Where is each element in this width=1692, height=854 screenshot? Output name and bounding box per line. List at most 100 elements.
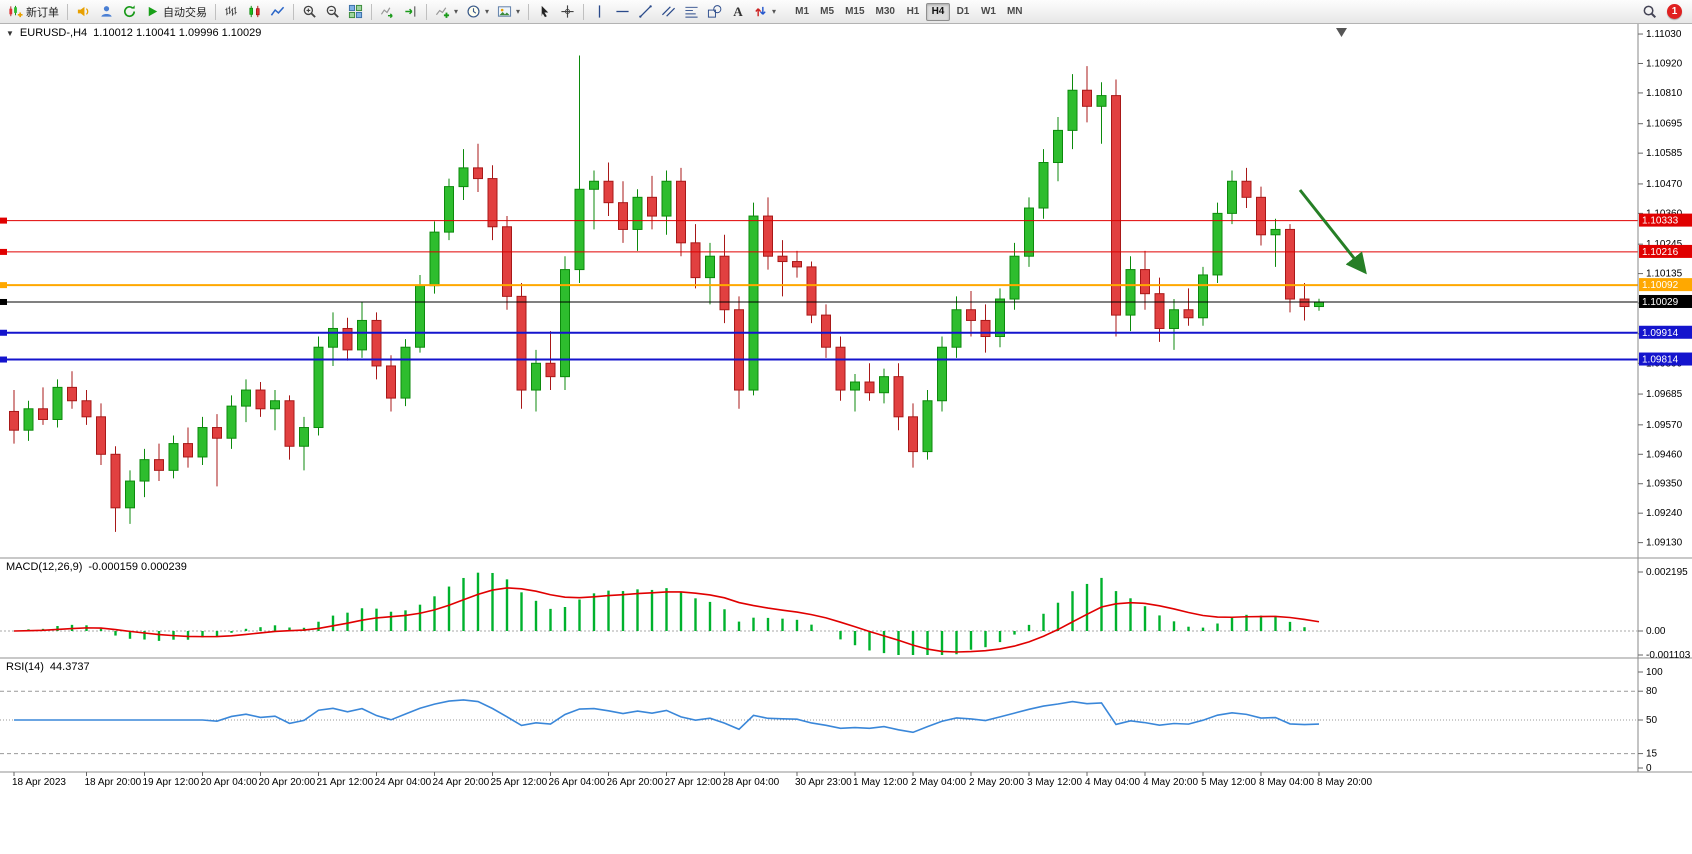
bar-chart-button[interactable] [220,1,243,22]
fibonacci-button[interactable] [680,1,703,22]
text-icon [730,4,745,19]
zoomout-icon [325,4,340,19]
channel-icon [661,4,676,19]
hline-left-marker[interactable] [0,298,7,305]
hline-1.10092[interactable] [0,282,1638,289]
new-order-button[interactable]: 新订单 [4,1,63,22]
price-tag [1639,213,1692,227]
hline-icon [615,4,630,19]
svg-text:1.10092: 1.10092 [1642,280,1679,291]
svg-text:20 Apr 20:00: 20 Apr 20:00 [259,777,316,788]
toolbar-separator [583,3,585,20]
crosshair-button[interactable] [556,1,579,22]
trendline-button[interactable] [634,1,657,22]
periods-button[interactable]: ▾ [462,1,493,22]
shift-icon [403,4,418,19]
svg-text:5 May 12:00: 5 May 12:00 [1201,777,1256,788]
collapse-triangle-icon[interactable]: ▼ [6,28,14,38]
alerts-button[interactable] [72,1,95,22]
profiles-button[interactable] [95,1,118,22]
autotrading-button[interactable]: 自动交易 [141,1,211,22]
notification-badge[interactable]: 1 [1667,4,1682,19]
chart-shift-marker-icon[interactable] [1336,28,1347,37]
rsi-panel: 100 80 50 15 0 [0,667,1663,774]
time-axis[interactable]: 18 Apr 2023 18 Apr 20:00 19 Apr 12:00 20 Ap… [12,772,1372,788]
shapes-icon [707,4,722,19]
line-chart-button[interactable] [266,1,289,22]
toolbar-separator [293,3,294,20]
svg-text:50: 50 [1646,715,1658,726]
templates-button[interactable]: ▾ [493,1,524,22]
timeframe-toolbar: M1 M5 M15 M30 H1 H4 D1 W1 MN [790,2,1028,21]
hline-left-marker[interactable] [0,356,7,363]
svg-text:4 May 04:00: 4 May 04:00 [1085,777,1140,788]
timeframe-m30-button[interactable]: M30 [871,3,900,21]
price-tag [1639,244,1692,258]
hline-1.10029[interactable] [0,298,1638,305]
trendline-icon [638,4,653,19]
svg-text:1.09460: 1.09460 [1646,449,1683,460]
svg-text:1.10695: 1.10695 [1646,119,1683,130]
timeframe-h1-button[interactable]: H1 [901,3,925,21]
vline-icon [592,4,607,19]
chart-canvas[interactable]: 1.11030 1.10920 1.10810 1.10695 1.10585 1.104… [0,24,1692,854]
trend-arrow-annotation[interactable] [1298,189,1367,275]
hline-left-marker[interactable] [0,248,7,255]
timeframe-m5-button[interactable]: M5 [815,3,839,21]
text-label-button[interactable] [726,1,749,22]
arrows-button[interactable]: ▾ [749,1,780,22]
refresh-charts-button[interactable] [118,1,141,22]
candlestick-chart-button[interactable] [243,1,266,22]
toolbar-separator [528,3,530,20]
cursor-button[interactable] [533,1,556,22]
zoomin-icon [302,4,317,19]
zoom-out-button[interactable] [321,1,344,22]
hline-left-marker[interactable] [0,217,7,224]
rsi-label: RSI(14) 44.3737 [6,661,90,673]
svg-text:18 Apr 2023: 18 Apr 2023 [12,777,66,788]
price-tag [1639,278,1692,292]
equidistant-channel-button[interactable] [657,1,680,22]
macd-label: MACD(12,26,9) -0.000159 0.000239 [6,561,187,573]
svg-text:1.09914: 1.09914 [1642,328,1679,339]
hline-left-marker[interactable] [0,329,7,336]
play-icon [145,4,160,19]
svg-text:1.09814: 1.09814 [1642,355,1679,366]
timeframe-mn-button[interactable]: MN [1002,3,1028,21]
hline-1.10333[interactable] [0,217,1638,224]
clock-icon [466,4,481,19]
tile-icon [348,4,363,19]
vertical-line-button[interactable] [588,1,611,22]
hline-1.09814[interactable] [0,356,1638,363]
auto-scroll-button[interactable] [376,1,399,22]
horizontal-line-button[interactable] [611,1,634,22]
hline-1.09914[interactable] [0,329,1638,336]
svg-text:1.10245: 1.10245 [1646,239,1683,250]
svg-text:19 Apr 12:00: 19 Apr 12:00 [143,777,200,788]
timeframe-w1-button[interactable]: W1 [976,3,1001,21]
timeframe-m15-button[interactable]: M15 [840,3,869,21]
cursor-icon [537,4,552,19]
autotrading-button-label: 自动交易 [163,6,207,19]
indicators-button[interactable]: ▾ [431,1,462,22]
svg-text:1.10920: 1.10920 [1646,58,1683,69]
svg-text:1 May 12:00: 1 May 12:00 [853,777,908,788]
timeframe-d1-button[interactable]: D1 [951,3,975,21]
price-tag [1639,294,1692,308]
svg-text:27 Apr 12:00: 27 Apr 12:00 [665,777,722,788]
svg-text:30 Apr 23:00: 30 Apr 23:00 [795,777,852,788]
timeframe-m1-button[interactable]: M1 [790,3,814,21]
svg-text:1.10135: 1.10135 [1646,269,1683,280]
search-button[interactable] [1638,1,1661,22]
shapes-button[interactable] [703,1,726,22]
svg-text:0.002195: 0.002195 [1646,567,1688,578]
timeframe-h4-button[interactable]: H4 [925,2,950,21]
tile-windows-button[interactable] [344,1,367,22]
chart-shift-button[interactable] [399,1,422,22]
zoom-in-button[interactable] [298,1,321,22]
search-icon [1642,4,1657,19]
svg-text:1.09685: 1.09685 [1646,389,1683,400]
linechart-icon [270,4,285,19]
hline-left-marker[interactable] [0,282,7,289]
hline-1.10216[interactable] [0,248,1638,255]
